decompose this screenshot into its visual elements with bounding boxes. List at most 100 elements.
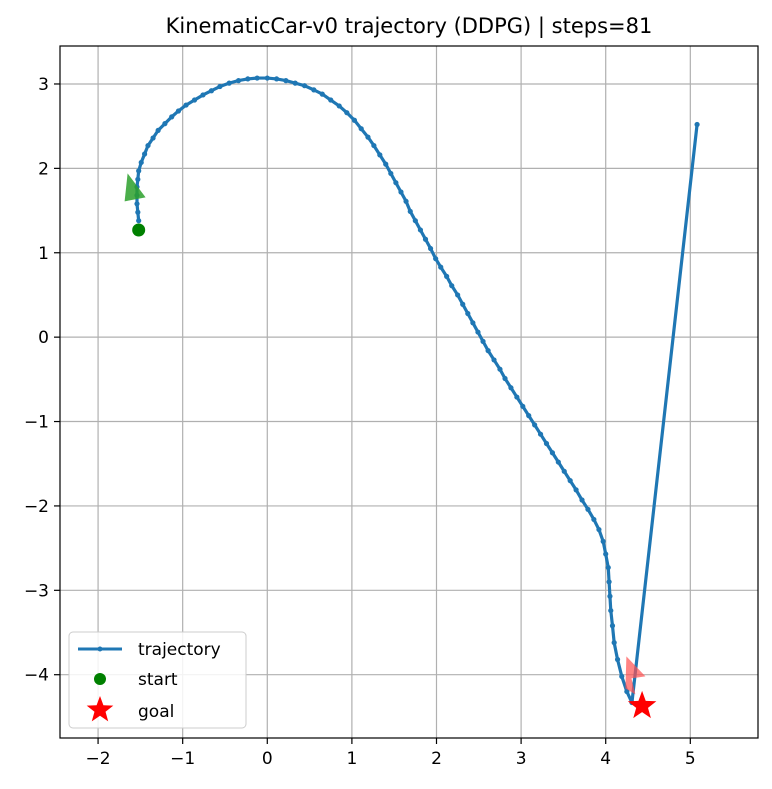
trajectory-point [136,218,142,224]
y-tick-label: −2 [24,497,49,517]
trajectory-point [217,83,223,90]
trajectory-point [502,375,508,382]
chart-title: KinematicCar-v0 trajectory (DDPG) | step… [166,14,653,39]
x-tick-label: 2 [431,749,442,769]
x-tick-label: −1 [170,749,195,769]
trajectory-point [606,579,612,585]
goal-star-marker [627,690,657,719]
x-tick-label: −2 [86,749,111,769]
trajectory-point [135,176,141,182]
trajectory-point [596,526,602,533]
trajectory-point [183,102,189,108]
trajectory-point [561,468,567,474]
trajectory-point [605,564,611,571]
trajectory-point [614,656,621,663]
trajectory-point [383,161,389,167]
trajectory-point [135,209,141,215]
x-tick-label: 3 [516,749,527,769]
y-tick-label: −1 [24,413,49,433]
trajectory-point [311,87,317,93]
x-tick-label: 4 [600,749,611,769]
trajectory-point [393,180,399,186]
trajectory-point [412,218,418,224]
trajectory-point [226,80,232,86]
trajectory-point [526,413,532,419]
trajectory-point [344,110,350,116]
trajectory-point [427,245,434,252]
trajectory-point [624,688,630,695]
y-axis-ticks: 3 2 1 0 −1 −2 −3 −4 [24,75,60,686]
trajectory-point [264,75,270,81]
grid-lines [60,46,758,738]
trajectory-point [365,134,371,140]
trajectory-point [134,201,140,207]
trajectory-point [455,292,461,298]
trajectory-point [619,673,625,679]
trajectory-point [403,198,409,204]
trajectory-point [460,301,466,307]
trajectory-point [138,159,144,166]
legend-trajectory-dot-icon [97,646,103,652]
trajectory-point [579,497,585,503]
trajectory-point [609,623,616,629]
legend-box [68,631,247,729]
trajectory-point [449,283,455,289]
trajectory-point [603,551,609,557]
trajectory-point [555,459,561,465]
y-tick-label: 1 [38,244,49,264]
trajectory-point [417,227,424,233]
trajectory-point [433,256,439,262]
x-tick-label: 1 [346,749,357,769]
trajectory-point [175,108,182,114]
trajectory-point [235,78,242,84]
trajectory-point [301,83,308,89]
trajectory-point [145,142,151,149]
trajectory-point [292,80,298,86]
trajectory-point [607,593,613,599]
y-tick-label: 3 [38,75,49,95]
trajectory-point [470,320,476,326]
trajectory-point [191,97,198,103]
trajectory-point [444,273,450,279]
trajectory-point [336,103,342,109]
trajectory-point [611,640,617,646]
trajectory-point [438,264,444,270]
start-heading-arrow [124,173,146,202]
y-tick-label: −3 [24,581,49,601]
trajectory-point [591,516,597,523]
plot-area [124,75,700,719]
legend-goal-star-icon [86,696,114,722]
trajectory-point [398,189,404,195]
y-tick-label: −4 [24,666,49,686]
x-axis-ticks: −2 −1 0 1 2 3 4 5 [86,738,696,769]
trajectory-point [136,168,142,174]
trajectory-point [328,97,334,103]
trajectory-point [465,310,471,317]
legend: trajectory start goal [68,631,247,729]
trajectory-point [407,208,413,215]
legend-start-dot-icon [94,673,106,685]
trajectory-point [371,142,377,149]
trajectory-point [543,440,550,447]
trajectory-point [600,538,606,544]
trajectory-point [319,91,325,97]
trajectory-point [377,152,383,158]
trajectory-point [491,357,497,363]
trajectory-point [208,88,215,94]
x-tick-label: 5 [685,749,696,769]
y-tick-label: 2 [38,159,49,179]
axes-frame [59,45,759,739]
trajectory-point [694,121,700,128]
legend-trajectory-label: trajectory [138,640,221,660]
trajectory-point [200,92,206,98]
trajectory-point [475,329,481,335]
trajectory-point [537,431,544,437]
trajectory-point [520,403,526,409]
trajectory-point [142,151,148,157]
trajectory-point [169,114,175,120]
trajectory-point [585,506,591,512]
trajectory-point [567,478,573,484]
trajectory-point [358,126,364,132]
trajectory-point [508,385,514,391]
